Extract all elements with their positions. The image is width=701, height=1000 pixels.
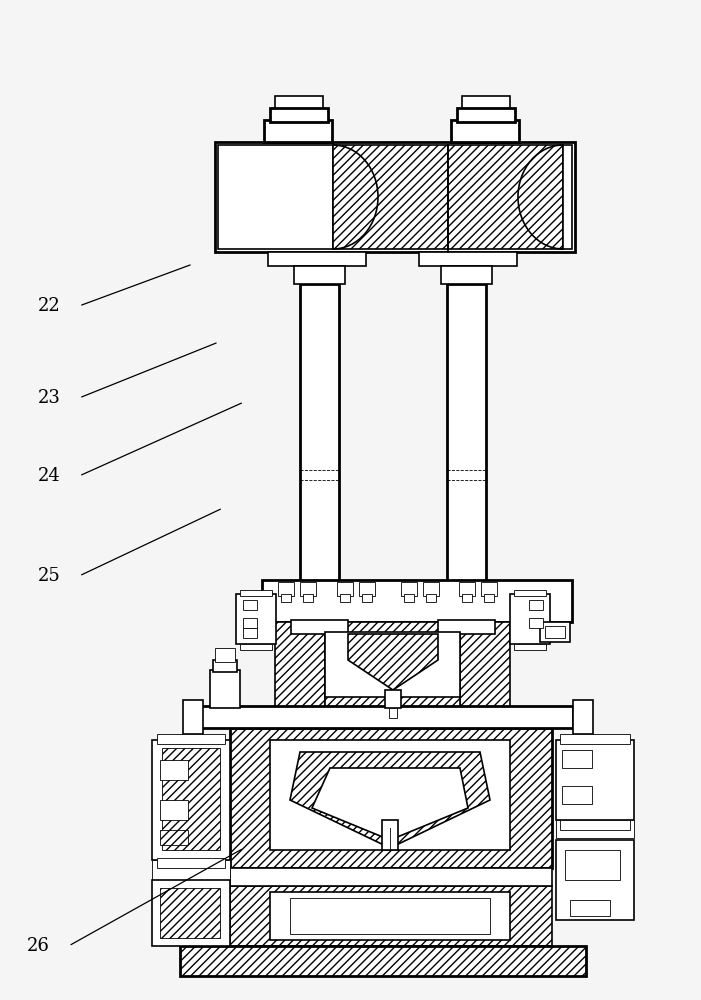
- Text: 25: 25: [38, 567, 60, 585]
- Bar: [275, 622, 325, 707]
- Bar: [556, 740, 634, 820]
- Bar: [573, 700, 593, 734]
- Bar: [294, 266, 345, 284]
- Bar: [291, 620, 348, 634]
- Bar: [270, 108, 328, 122]
- Bar: [215, 648, 235, 662]
- Bar: [160, 760, 188, 780]
- Bar: [545, 626, 565, 638]
- Bar: [441, 266, 492, 284]
- Bar: [152, 880, 230, 946]
- Bar: [362, 594, 372, 602]
- Bar: [481, 582, 497, 596]
- Bar: [401, 582, 417, 596]
- Bar: [563, 145, 572, 249]
- Bar: [281, 594, 291, 602]
- Bar: [270, 740, 510, 850]
- Bar: [389, 708, 397, 718]
- Bar: [268, 252, 366, 266]
- Bar: [556, 840, 634, 920]
- Bar: [447, 284, 486, 620]
- Bar: [565, 850, 620, 880]
- Bar: [451, 120, 519, 142]
- Bar: [243, 618, 257, 628]
- Bar: [484, 594, 494, 602]
- Bar: [462, 96, 510, 110]
- Bar: [236, 594, 276, 644]
- Text: 26: 26: [27, 937, 50, 955]
- Bar: [160, 830, 188, 845]
- Bar: [419, 252, 517, 266]
- Bar: [243, 628, 257, 638]
- Bar: [385, 690, 401, 708]
- Bar: [457, 108, 515, 122]
- Bar: [570, 900, 610, 916]
- Bar: [510, 594, 550, 644]
- Bar: [278, 582, 294, 596]
- Bar: [157, 734, 225, 744]
- Bar: [359, 582, 375, 596]
- Bar: [243, 600, 257, 610]
- Bar: [459, 582, 475, 596]
- Polygon shape: [312, 768, 468, 840]
- Bar: [152, 740, 230, 860]
- Bar: [560, 734, 630, 744]
- Bar: [460, 622, 510, 707]
- Bar: [562, 786, 592, 804]
- Bar: [514, 644, 546, 650]
- Bar: [218, 145, 333, 249]
- Bar: [562, 750, 592, 768]
- Text: 23: 23: [38, 389, 60, 407]
- Bar: [514, 590, 546, 596]
- Bar: [152, 860, 230, 880]
- Polygon shape: [290, 752, 490, 848]
- Bar: [240, 644, 272, 650]
- Bar: [160, 888, 220, 938]
- Bar: [462, 594, 472, 602]
- Bar: [404, 594, 414, 602]
- Bar: [270, 892, 510, 940]
- Bar: [262, 580, 572, 622]
- Bar: [162, 748, 220, 850]
- Bar: [230, 728, 552, 868]
- Bar: [337, 582, 353, 596]
- Bar: [275, 96, 323, 110]
- Bar: [333, 145, 448, 249]
- Bar: [529, 600, 543, 610]
- Bar: [300, 284, 339, 620]
- Polygon shape: [348, 634, 438, 690]
- Bar: [230, 868, 552, 886]
- Bar: [426, 594, 436, 602]
- Bar: [290, 898, 490, 934]
- Bar: [303, 594, 313, 602]
- Bar: [340, 594, 350, 602]
- Bar: [200, 706, 573, 728]
- Text: 22: 22: [38, 297, 60, 315]
- Bar: [215, 142, 575, 252]
- Bar: [438, 620, 495, 634]
- Bar: [325, 622, 460, 707]
- Bar: [264, 120, 332, 142]
- Bar: [300, 582, 316, 596]
- Text: 24: 24: [38, 467, 60, 485]
- Bar: [183, 700, 203, 734]
- Bar: [560, 820, 630, 830]
- Bar: [529, 618, 543, 628]
- Bar: [448, 145, 563, 249]
- Bar: [240, 590, 272, 596]
- Bar: [540, 622, 570, 642]
- Bar: [157, 858, 225, 868]
- Bar: [382, 820, 398, 850]
- Bar: [325, 632, 460, 697]
- Bar: [213, 660, 237, 672]
- Bar: [180, 946, 586, 976]
- Bar: [210, 670, 240, 708]
- Bar: [423, 582, 439, 596]
- Bar: [556, 820, 634, 838]
- Bar: [230, 886, 552, 946]
- Bar: [160, 800, 188, 820]
